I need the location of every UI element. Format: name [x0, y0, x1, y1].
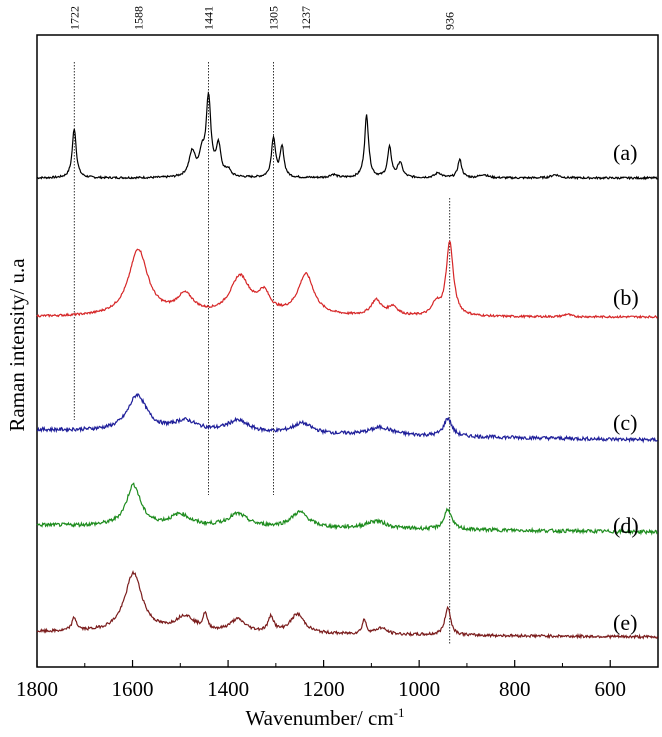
peak-label-3: 1441 — [201, 6, 215, 30]
x-tick-label-4: 1200 — [303, 677, 345, 701]
x-tick-label-5: 1000 — [398, 677, 440, 701]
peak-label-4: 1305 — [266, 6, 280, 30]
reference-lines: 1722 1588 1441 1305 1237 936 — [67, 6, 457, 645]
x-tick-label-1: 1800 — [16, 677, 58, 701]
series-line-1 — [36, 90, 658, 181]
x-tick-label-2: 1600 — [112, 677, 154, 701]
x-tick-label-6: 800 — [499, 677, 531, 701]
spectra-series: (a) (b) (c) (d) (e) — [36, 90, 659, 640]
x-axis-title-superscript: -1 — [394, 705, 405, 720]
series-label-5: (e) — [613, 610, 637, 635]
peak-label-1: 1722 — [67, 6, 81, 30]
peak-label-6: 936 — [443, 12, 457, 30]
x-tick-label-7: 600 — [594, 677, 626, 701]
x-axis-ticks: 1800 1600 1400 1200 1000 800 600 — [16, 660, 626, 701]
series-line-2 — [36, 239, 658, 319]
series-label-3: (c) — [613, 410, 637, 435]
series-label-1: (a) — [613, 140, 637, 165]
series-line-4 — [36, 482, 658, 536]
peak-label-2: 1588 — [131, 6, 145, 30]
x-axis-title: Wavenumber/ cm-1 — [245, 705, 404, 730]
x-tick-label-3: 1400 — [207, 677, 249, 701]
y-axis-title: Raman intensity/ u.a — [5, 258, 29, 432]
series-line-3 — [36, 392, 658, 444]
series-label-2: (b) — [613, 285, 639, 310]
series-line-5 — [36, 569, 659, 640]
plot-frame — [36, 34, 659, 668]
peak-label-5: 1237 — [299, 6, 313, 30]
series-label-4: (d) — [613, 513, 639, 538]
x-axis-title-text: Wavenumber/ cm — [245, 706, 393, 730]
